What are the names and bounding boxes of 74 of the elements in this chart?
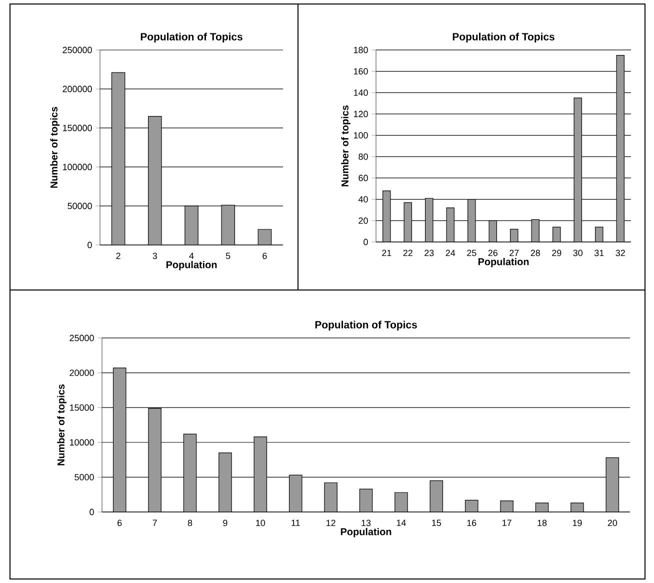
y-tick-label: 100000 — [63, 164, 92, 170]
x-tick-label: 17 — [502, 520, 512, 526]
x-tick-label: 12 — [326, 520, 336, 526]
y-axis-title: Number of topics — [50, 106, 60, 188]
y-axis-title: Number of topics — [341, 105, 350, 186]
x-tick-label: 15 — [432, 520, 442, 526]
chart-title: Population of Topics — [140, 32, 242, 42]
x-tick-label: 4 — [189, 252, 194, 259]
x-tick-label: 30 — [573, 250, 583, 256]
x-tick-label: 10 — [256, 520, 266, 526]
x-tick-label: 26 — [488, 250, 498, 256]
x-tick-label: 5 — [226, 252, 230, 260]
bar — [430, 480, 444, 512]
y-tick-label: 40 — [358, 196, 368, 202]
x-tick-label: 25 — [467, 250, 476, 256]
y-tick-label: 0 — [88, 242, 92, 248]
y-tick-label: 200000 — [62, 86, 92, 92]
y-tick-label: 20 — [358, 217, 368, 224]
x-tick-label: 11 — [292, 520, 300, 526]
x-tick-label: 31 — [594, 250, 604, 256]
y-tick-label: 15000 — [70, 404, 94, 411]
x-axis-title: Population — [166, 260, 217, 270]
y-tick-label: 80 — [358, 153, 368, 160]
bar — [183, 434, 197, 512]
y-tick-label: 50000 — [68, 202, 92, 210]
bar — [288, 474, 302, 512]
x-axis-title: Population — [478, 258, 529, 268]
bar — [112, 368, 126, 512]
x-tick-label: 2 — [116, 252, 120, 260]
bar — [394, 492, 408, 512]
x-tick-label: 29 — [552, 250, 562, 256]
x-tick-label: 22 — [403, 250, 412, 256]
bar — [606, 457, 620, 512]
y-tick-label: 60 — [358, 174, 368, 182]
chart-title: Population of Topics — [315, 320, 417, 330]
x-tick-label: 23 — [424, 250, 434, 256]
x-tick-label: 27 — [510, 250, 519, 256]
x-tick-label: 6 — [118, 520, 122, 526]
bar — [218, 452, 232, 512]
x-tick-label: 24 — [446, 250, 456, 256]
y-tick-label: 0 — [90, 508, 94, 516]
x-tick-label: 9 — [223, 520, 228, 526]
x-tick-label: 21 — [382, 250, 392, 256]
y-tick-label: 180 — [354, 46, 368, 54]
y-tick-label: 150000 — [63, 124, 92, 132]
y-tick-label: 160 — [354, 68, 368, 74]
y-tick-label: 0 — [364, 238, 368, 246]
x-tick-label: 6 — [262, 252, 267, 260]
x-tick-label: 16 — [467, 520, 476, 526]
y-axis-title: Number of topics — [57, 384, 66, 466]
y-tick-label: 5000 — [74, 474, 94, 480]
bar — [324, 482, 338, 512]
x-tick-label: 3 — [152, 252, 158, 260]
x-tick-label: 13 — [362, 520, 371, 526]
y-tick-label: 25000 — [70, 334, 94, 342]
bar — [359, 488, 373, 512]
x-tick-label: 7 — [152, 520, 157, 526]
x-tick-label: 18 — [538, 520, 547, 526]
x-axis-title: Population — [340, 528, 392, 538]
y-tick-label: 100 — [354, 132, 368, 138]
y-tick-label: 10000 — [70, 439, 94, 446]
x-tick-label: 28 — [530, 250, 540, 256]
x-tick-label: 32 — [616, 250, 625, 256]
y-tick-label: 120 — [354, 110, 368, 118]
x-tick-label: 20 — [608, 520, 618, 526]
x-tick-label: 14 — [396, 520, 406, 526]
y-tick-label: 250000 — [62, 46, 92, 54]
x-tick-label: 8 — [188, 520, 192, 526]
bar — [148, 408, 162, 512]
x-tick-label: 19 — [572, 520, 582, 526]
y-tick-label: 140 — [354, 89, 368, 96]
chart-title: Population of Topics — [452, 32, 554, 42]
y-tick-label: 20000 — [70, 370, 94, 376]
bar — [254, 436, 268, 512]
